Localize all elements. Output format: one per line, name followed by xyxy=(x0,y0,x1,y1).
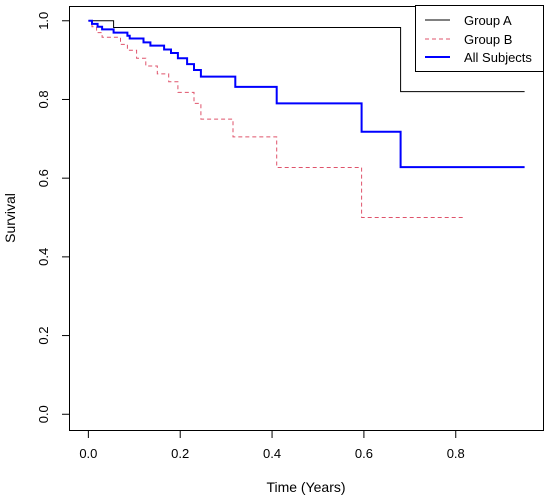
y-tick-label: 0.6 xyxy=(36,169,51,187)
legend: Group A Group B All Subjects xyxy=(415,5,544,72)
legend-label-all-subjects: All Subjects xyxy=(464,50,532,65)
series-line-group-b xyxy=(88,20,465,218)
x-tick-label: 0.6 xyxy=(355,446,373,461)
y-tick-label: 1.0 xyxy=(36,12,51,30)
x-tick-label: 0.8 xyxy=(447,446,465,461)
x-axis: 0.0 0.2 0.4 0.6 0.8 xyxy=(79,431,465,461)
legend-box xyxy=(415,5,544,72)
x-axis-title: Time (Years) xyxy=(266,479,345,495)
series-layer xyxy=(88,19,525,218)
x-tick-label: 0.2 xyxy=(171,446,189,461)
x-tick-label: 0.0 xyxy=(79,446,97,461)
y-tick-label: 0.4 xyxy=(36,248,51,266)
y-tick-label: 0.8 xyxy=(36,90,51,108)
y-axis-title: Survival xyxy=(2,193,18,243)
y-tick-label: 0.2 xyxy=(36,327,51,345)
legend-label-group-b: Group B xyxy=(464,32,512,47)
x-tick-label: 0.4 xyxy=(263,446,281,461)
plot-frame xyxy=(69,6,544,431)
series-line-group-a xyxy=(88,20,525,93)
y-axis: 0.0 0.2 0.4 0.6 0.8 1.0 xyxy=(36,12,69,423)
series-line-all-subjects xyxy=(88,19,525,169)
y-tick-label: 0.0 xyxy=(36,405,51,423)
legend-label-group-a: Group A xyxy=(464,13,512,28)
